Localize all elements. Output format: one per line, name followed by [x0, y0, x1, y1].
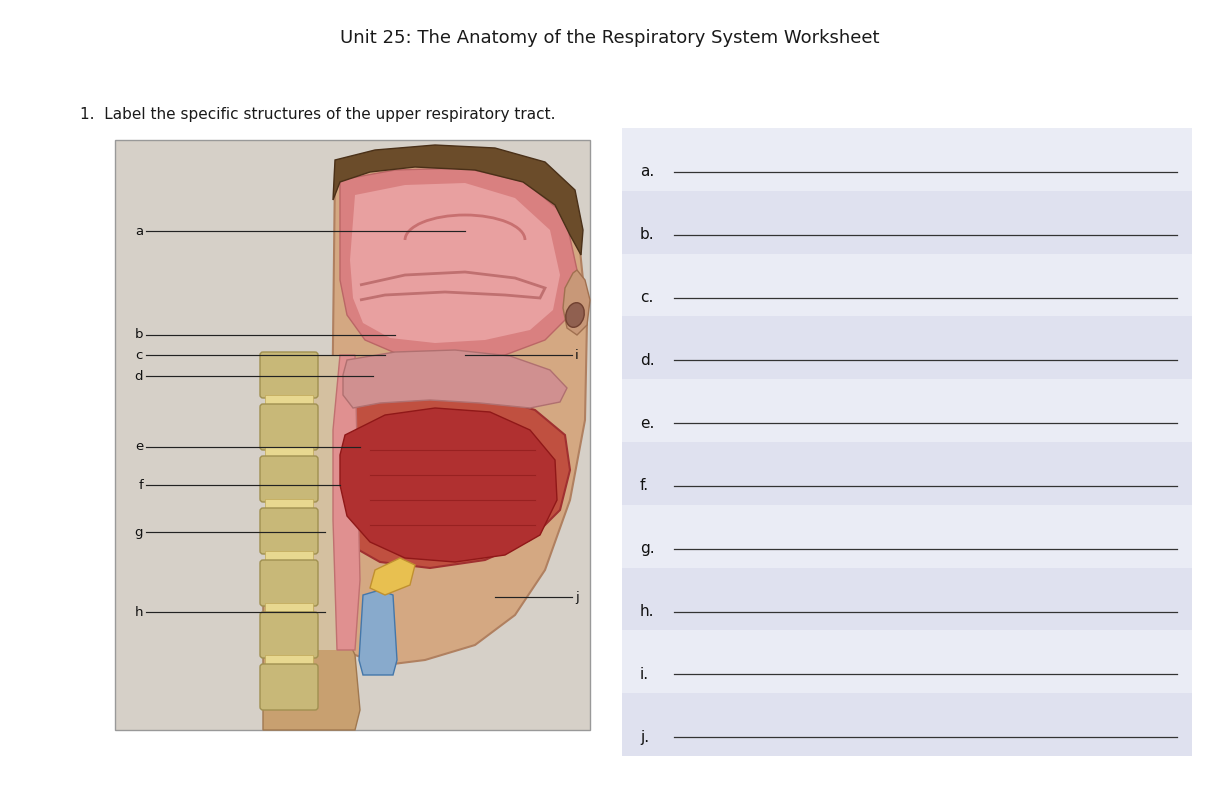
FancyBboxPatch shape: [260, 612, 318, 658]
Ellipse shape: [566, 303, 584, 327]
Bar: [622, 567, 1192, 630]
Bar: [265, 603, 314, 613]
Bar: [265, 447, 314, 457]
Polygon shape: [333, 355, 360, 650]
Text: e.: e.: [640, 416, 654, 431]
Bar: [622, 442, 1192, 505]
Polygon shape: [343, 350, 567, 408]
Bar: [622, 128, 1192, 756]
Polygon shape: [264, 575, 360, 730]
Text: g: g: [134, 526, 143, 539]
Polygon shape: [562, 270, 590, 335]
Text: j: j: [575, 591, 578, 604]
Bar: [265, 499, 314, 509]
Bar: [622, 630, 1192, 693]
Polygon shape: [329, 158, 587, 665]
Bar: [622, 128, 1192, 191]
Text: g.: g.: [640, 542, 655, 556]
Polygon shape: [333, 145, 583, 255]
Text: c: c: [135, 349, 143, 362]
Text: f.: f.: [640, 479, 649, 494]
FancyBboxPatch shape: [260, 404, 318, 450]
Text: i: i: [575, 349, 578, 362]
Text: f: f: [138, 479, 143, 492]
FancyBboxPatch shape: [260, 508, 318, 554]
Bar: [265, 655, 314, 665]
Text: h.: h.: [640, 604, 654, 619]
Text: d: d: [134, 369, 143, 383]
Polygon shape: [340, 408, 558, 562]
Polygon shape: [370, 558, 415, 595]
Bar: [622, 191, 1192, 254]
FancyBboxPatch shape: [260, 352, 318, 398]
FancyBboxPatch shape: [260, 560, 318, 606]
FancyBboxPatch shape: [260, 664, 318, 710]
Polygon shape: [359, 590, 397, 675]
Text: e: e: [134, 440, 143, 454]
FancyBboxPatch shape: [260, 456, 318, 502]
Text: b: b: [134, 329, 143, 341]
Bar: [265, 395, 314, 405]
Bar: [115, 140, 590, 730]
Polygon shape: [312, 355, 343, 650]
Bar: [622, 254, 1192, 317]
Text: h: h: [134, 605, 143, 619]
Polygon shape: [336, 390, 570, 568]
Polygon shape: [340, 168, 577, 360]
Bar: [622, 693, 1192, 756]
Bar: [622, 317, 1192, 379]
Polygon shape: [350, 183, 560, 343]
Text: c.: c.: [640, 290, 654, 305]
Bar: [622, 379, 1192, 442]
Text: j.: j.: [640, 729, 649, 744]
Text: 1.  Label the specific structures of the upper respiratory tract.: 1. Label the specific structures of the …: [81, 108, 555, 123]
Text: d.: d.: [640, 353, 655, 368]
Text: a: a: [135, 225, 143, 238]
Bar: [622, 505, 1192, 567]
Text: i.: i.: [640, 667, 649, 682]
Text: a.: a.: [640, 164, 654, 179]
Text: b.: b.: [640, 227, 655, 242]
Bar: [265, 551, 314, 561]
Text: Unit 25: The Anatomy of the Respiratory System Worksheet: Unit 25: The Anatomy of the Respiratory …: [340, 29, 880, 47]
